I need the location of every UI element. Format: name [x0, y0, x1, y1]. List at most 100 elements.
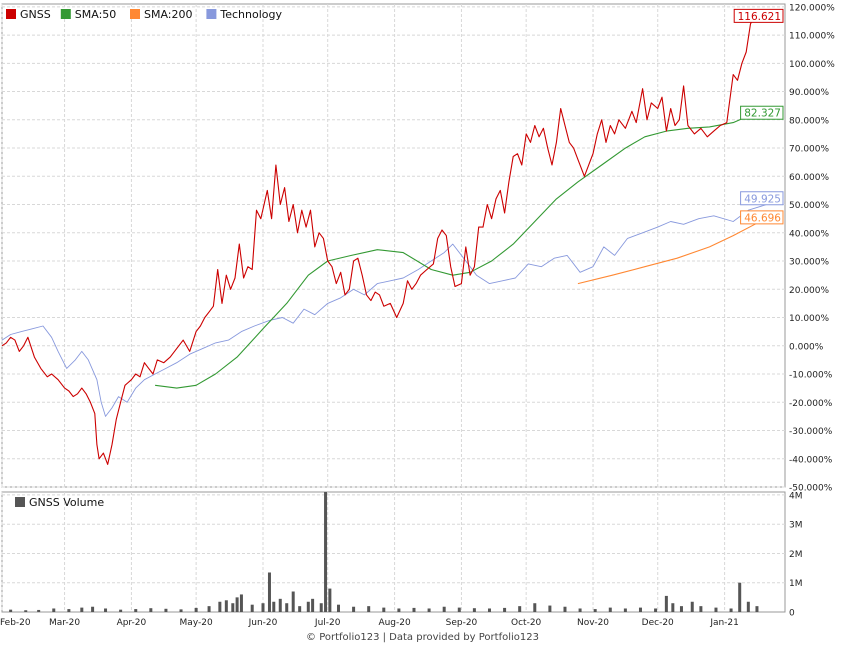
- end-tag-box: [733, 8, 784, 23]
- x-tick-label: Feb-20: [0, 618, 31, 628]
- x-tick-label: Jun-20: [248, 618, 278, 628]
- volume-bar: [578, 608, 582, 612]
- volume-bar: [224, 600, 228, 612]
- y-tick-label: 10.000%: [789, 314, 829, 324]
- end-tag-value: 116.621: [738, 11, 781, 23]
- x-tick-label: Aug-20: [378, 618, 411, 628]
- volume-bar: [352, 606, 356, 612]
- volume-bar: [164, 608, 168, 612]
- volume-bar: [472, 608, 476, 612]
- volume-tick-label: 1M: [789, 579, 803, 589]
- volume-bar: [134, 609, 138, 612]
- volume-bar: [298, 606, 302, 612]
- volume-bar: [235, 597, 239, 612]
- volume-bar: [690, 601, 694, 612]
- volume-bar: [746, 601, 750, 612]
- volume-legend-label: GNSS Volume: [29, 496, 104, 509]
- volume-bar: [382, 607, 386, 612]
- volume-bar: [207, 606, 211, 612]
- legend-swatch: [6, 9, 16, 19]
- y-tick-label: 20.000%: [789, 286, 829, 296]
- volume-bar: [699, 606, 703, 612]
- volume-tick-label: 0: [789, 609, 795, 619]
- volume-bars: [9, 492, 759, 612]
- end-tag-sma-50: 82.327: [740, 105, 784, 120]
- volume-bar: [623, 608, 627, 612]
- volume-bar: [80, 607, 84, 612]
- volume-tick-label: 2M: [789, 550, 803, 560]
- volume-bar: [319, 603, 323, 612]
- legend-swatch: [60, 9, 71, 19]
- volume-bar: [52, 608, 56, 612]
- y-tick-label: 30.000%: [789, 258, 829, 268]
- volume-bar: [231, 603, 235, 612]
- volume-bar: [714, 607, 718, 612]
- series-line-sma-200: [577, 213, 771, 285]
- volume-bar: [397, 608, 401, 612]
- y-tick-label: -40.000%: [789, 455, 833, 465]
- end-tag-box: [740, 210, 784, 225]
- volume-bar: [755, 606, 759, 612]
- x-tick-label: Sep-20: [446, 618, 478, 628]
- x-tick-label: Jan-21: [709, 618, 739, 628]
- x-tick-label: Mar-20: [49, 618, 80, 628]
- volume-bar: [336, 604, 340, 612]
- volume-bar: [518, 606, 522, 612]
- end-tag-gnss: 116.621: [733, 8, 784, 23]
- volume-bar: [272, 601, 276, 612]
- y-tick-label: 40.000%: [789, 229, 829, 239]
- volume-bar: [457, 607, 461, 612]
- volume-bar: [412, 607, 416, 612]
- volume-bar: [738, 582, 742, 612]
- end-tag-value: 46.696: [744, 212, 781, 224]
- volume-bar: [638, 607, 642, 612]
- y-tick-label: 90.000%: [789, 88, 829, 98]
- legend: GNSS SMA:50 SMA:200 Technology: [6, 8, 283, 21]
- volume-bar: [487, 608, 491, 612]
- end-tag-box: [740, 105, 784, 120]
- price-plot-frame: [1, 3, 786, 488]
- series-line-technology: [1, 204, 766, 417]
- grid-lines: [1, 4, 785, 612]
- series-line-sma-50: [155, 112, 756, 389]
- volume-bar: [664, 595, 668, 612]
- x-tick-label: Jul-20: [314, 618, 341, 628]
- x-tick-label: Apr-20: [117, 618, 147, 628]
- volume-tick-label: 3M: [789, 521, 803, 531]
- volume-bar: [9, 609, 13, 612]
- legend-label: GNSS: [20, 8, 51, 21]
- volume-bar: [593, 609, 597, 612]
- volume-bar: [503, 607, 507, 612]
- legend-label: SMA:200: [144, 8, 193, 21]
- y-tick-label: 0.000%: [789, 342, 824, 352]
- y-tick-label: 100.000%: [789, 60, 835, 70]
- volume-bar: [563, 606, 567, 612]
- volume-legend-swatch: [15, 497, 25, 507]
- volume-bar: [250, 604, 254, 612]
- volume-bar: [442, 606, 446, 612]
- series-line-gnss: [1, 16, 756, 465]
- volume-bar: [278, 598, 282, 612]
- volume-bar: [548, 605, 552, 612]
- volume-bar: [608, 607, 612, 612]
- volume-bar: [37, 609, 41, 612]
- y-tick-label: -10.000%: [789, 371, 833, 381]
- volume-bar: [267, 572, 271, 612]
- legend-swatch: [130, 9, 140, 19]
- end-tag-sma-200: 46.696: [740, 210, 784, 225]
- legend-label: SMA:50: [75, 8, 117, 21]
- volume-legend: GNSS Volume: [15, 496, 104, 509]
- volume-bar: [306, 601, 310, 612]
- volume-bar: [24, 610, 28, 612]
- y-tick-label: -30.000%: [789, 427, 833, 437]
- y-tick-label: 70.000%: [789, 145, 829, 155]
- volume-bar: [291, 591, 295, 612]
- volume-bar: [119, 609, 123, 612]
- y-tick-label: -50.000%: [789, 484, 833, 494]
- volume-bar: [427, 608, 431, 612]
- legend-swatch: [206, 9, 217, 19]
- volume-bar: [328, 588, 332, 612]
- end-tag-technology: 49.925: [740, 191, 784, 206]
- volume-bar: [679, 606, 683, 612]
